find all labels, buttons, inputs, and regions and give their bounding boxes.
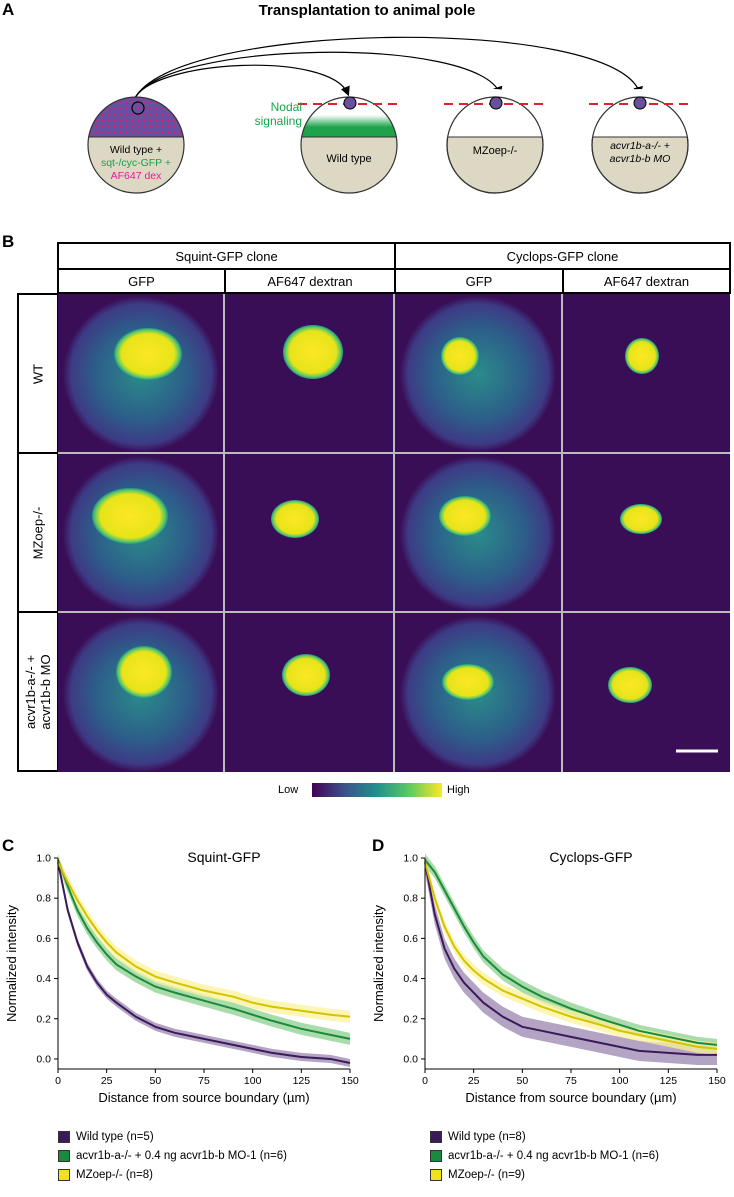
column-header-gfp-1: GFP bbox=[57, 268, 226, 294]
colorbar-high-label: High bbox=[447, 784, 470, 796]
microscopy-grid bbox=[58, 294, 730, 772]
chart-d-xtick-label-1: 25 bbox=[468, 1075, 480, 1087]
panel-d-letter: D bbox=[372, 836, 385, 855]
host-mzoep-label: MZoep-/- bbox=[472, 145, 518, 157]
chart-squint-gfp: Squint-GFP 0 25 50 75 100 125 150 0.0 0.2 0.4 0.6 0.… bbox=[4, 849, 359, 1105]
host-wildtype-clone bbox=[343, 96, 357, 110]
chart-c-ytick-label-4: 0.8 bbox=[36, 893, 51, 905]
mzoep-cyclops-dextran-clone bbox=[620, 504, 662, 534]
mzoep-squint-gfp-clone bbox=[92, 488, 168, 544]
nodal-label-line1: Nodal bbox=[270, 100, 302, 114]
panel-a-diagram bbox=[87, 36, 691, 194]
arrow-to-wildtype bbox=[133, 64, 350, 101]
chart-c-xtick-label-4: 100 bbox=[244, 1075, 262, 1087]
chart-c-line-0 bbox=[57, 861, 351, 1064]
chart-c-line-1 bbox=[57, 859, 351, 1040]
chart-c-ylabel: Normalized intensity bbox=[4, 904, 19, 1022]
column-header-dextran-1: AF647 dextran bbox=[224, 268, 396, 294]
group-header-squint: Squint-GFP clone bbox=[57, 242, 396, 270]
wt-squint-gfp-clone bbox=[114, 328, 182, 380]
mzoep-cyclops-gfp-clone bbox=[439, 496, 491, 536]
chart-c-title: Squint-GFP bbox=[187, 849, 260, 865]
legend-c-mzoep: MZoep-/- (n=8) bbox=[58, 1169, 153, 1181]
panel-b-letter: B bbox=[2, 232, 15, 251]
chart-c-xtick-label-3: 75 bbox=[198, 1075, 210, 1087]
chart-c-xtick-label-2: 50 bbox=[149, 1075, 161, 1087]
chart-d-xtick-label-3: 75 bbox=[565, 1075, 577, 1087]
row-label-wt: WT bbox=[17, 293, 59, 454]
wt-cyclops-dextran-clone bbox=[625, 338, 659, 374]
chart-d-ytick-label-2: 0.4 bbox=[403, 973, 418, 985]
arrow-to-mzoep bbox=[133, 51, 503, 101]
chart-d-band-0 bbox=[425, 851, 717, 1065]
host-acvr-label: acvr1b-a-/- + acvr1b-b MO bbox=[609, 140, 671, 165]
donor-clone-cell bbox=[131, 101, 145, 115]
legend-c-acvr: acvr1b-a-/- + 0.4 ng acvr1b-b MO-1 (n=6) bbox=[58, 1150, 287, 1162]
chart-c-xlabel: Distance from source boundary (µm) bbox=[98, 1090, 309, 1105]
acvr-cyclops-dextran-clone bbox=[608, 667, 652, 703]
chart-c-ytick-label-2: 0.4 bbox=[36, 973, 51, 985]
colorbar-low-label: Low bbox=[278, 784, 299, 796]
panel-a-title: Transplantation to animal pole bbox=[258, 2, 476, 19]
host-acvr-clone bbox=[633, 96, 647, 110]
legend-d-mzoep: MZoep-/- (n=9) bbox=[430, 1169, 525, 1181]
legend-c-wildtype: Wild type (n=5) bbox=[58, 1131, 154, 1143]
chart-c-xtick-label-0: 0 bbox=[55, 1075, 61, 1087]
row-label-mzoep: MZoep-/- bbox=[17, 452, 59, 613]
group-header-cyclops: Cyclops-GFP clone bbox=[394, 242, 731, 270]
chart-c-ytick-label-0: 0.0 bbox=[36, 1053, 51, 1065]
colorbar bbox=[312, 783, 442, 797]
donor-label-line3: AF647 dex bbox=[110, 170, 162, 182]
chart-d-ytick-label-4: 0.8 bbox=[403, 893, 418, 905]
chart-d-xtick-label-4: 100 bbox=[611, 1075, 629, 1087]
acvr-squint-gfp-clone bbox=[116, 646, 172, 698]
chart-d-line-2 bbox=[424, 861, 718, 1050]
wt-squint-dextran-clone bbox=[283, 325, 343, 379]
chart-d-xtick-label-5: 125 bbox=[660, 1075, 678, 1087]
chart-d-line-1 bbox=[424, 859, 718, 1046]
chart-d-xtick-label-2: 50 bbox=[516, 1075, 528, 1087]
row-label-acvr: acvr1b-a-/- + acvr1b-b MO bbox=[17, 611, 59, 772]
chart-c-band-0 bbox=[58, 858, 350, 1067]
chart-d-ytick-label-1: 0.2 bbox=[403, 1013, 418, 1025]
chart-c-xtick-label-5: 125 bbox=[293, 1075, 311, 1087]
chart-cyclops-gfp: Cyclops-GFP 0 25 50 75 100 125 150 0.0 0.2 0.4 0.6 0… bbox=[371, 849, 726, 1105]
nodal-label-line2: signaling bbox=[254, 114, 302, 128]
chart-c-ytick-label-5: 1.0 bbox=[36, 853, 51, 865]
chart-d-ytick-label-5: 1.0 bbox=[403, 853, 418, 865]
column-header-dextran-2: AF647 dextran bbox=[562, 268, 731, 294]
chart-d-ytick-label-3: 0.6 bbox=[403, 933, 418, 945]
chart-c-band-2 bbox=[58, 855, 350, 1023]
donor-label-line1: Wild type + bbox=[109, 144, 163, 156]
acvr-cyclops-gfp-clone bbox=[442, 664, 494, 700]
arrow-to-acvr bbox=[133, 36, 643, 101]
chart-d-line-0 bbox=[424, 861, 717, 1056]
chart-c-ytick-label-3: 0.6 bbox=[36, 933, 51, 945]
legend-d-wildtype: Wild type (n=8) bbox=[430, 1131, 526, 1143]
chart-c-xtick-label-6: 150 bbox=[341, 1075, 359, 1087]
wt-cyclops-gfp-embryo bbox=[400, 296, 556, 452]
chart-c-line-2 bbox=[57, 861, 351, 1018]
chart-d-band-2 bbox=[425, 855, 717, 1055]
chart-c-ytick-label-1: 0.2 bbox=[36, 1013, 51, 1025]
host-wildtype-label: Wild type bbox=[326, 153, 372, 165]
chart-d-ytick-label-0: 0.0 bbox=[403, 1053, 418, 1065]
chart-d-ylabel: Normalized intensity bbox=[371, 904, 386, 1022]
legend-d-acvr: acvr1b-a-/- + 0.4 ng acvr1b-b MO-1 (n=6) bbox=[430, 1150, 659, 1162]
acvr-squint-dextran-clone bbox=[282, 654, 330, 696]
chart-d-xtick-label-0: 0 bbox=[422, 1075, 428, 1087]
mzoep-squint-dextran-clone bbox=[271, 500, 319, 538]
host-mzoep-clone bbox=[489, 96, 503, 110]
panel-a-letter: A bbox=[2, 0, 15, 19]
panel-c-letter: C bbox=[2, 836, 15, 855]
donor-label-line2: sqt-/cyc-GFP + bbox=[100, 157, 172, 169]
mzoep-cyclops-gfp-embryo bbox=[400, 456, 556, 612]
column-header-gfp-2: GFP bbox=[394, 268, 564, 294]
chart-d-xtick-label-6: 150 bbox=[708, 1075, 726, 1087]
chart-d-xlabel: Distance from source boundary (µm) bbox=[465, 1090, 676, 1105]
wt-cyclops-gfp-clone bbox=[441, 337, 479, 375]
chart-d-title: Cyclops-GFP bbox=[549, 849, 632, 865]
chart-c-xtick-label-1: 25 bbox=[101, 1075, 113, 1087]
